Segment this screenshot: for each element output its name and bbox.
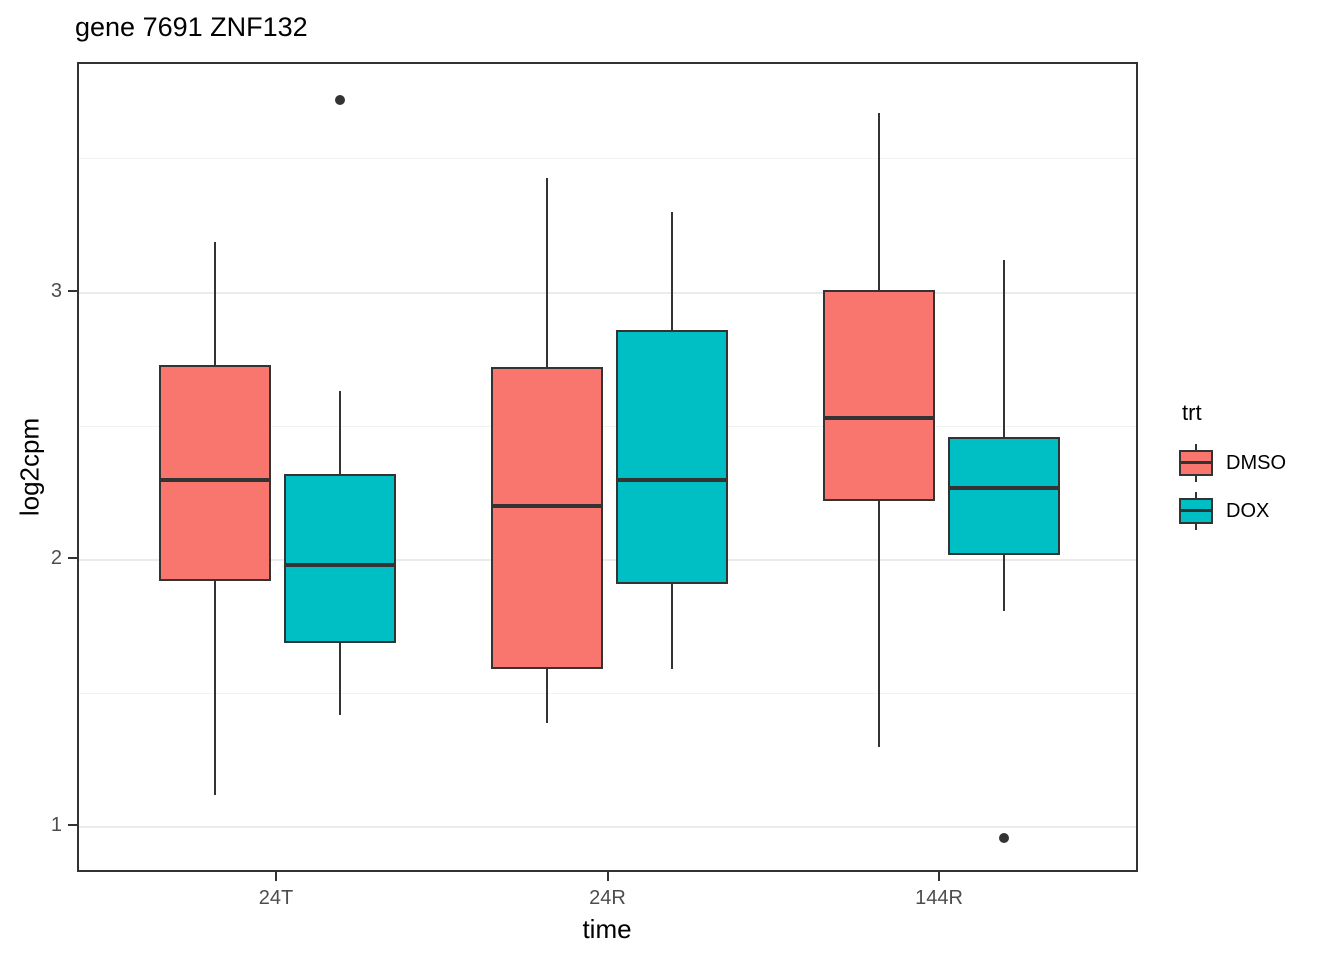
gridline-major [79, 558, 1136, 561]
plot-area [79, 64, 1136, 870]
x-axis-title: time [582, 914, 632, 944]
whisker-DOX-144R [1002, 260, 1005, 611]
y-tick-mark [68, 289, 77, 292]
y-tick-label: 1 [50, 814, 62, 837]
x-tick-mark [938, 872, 941, 881]
median-DOX-24T [284, 563, 397, 568]
box-DMSO-144R [822, 289, 935, 502]
median-DMSO-24R [491, 504, 603, 509]
boxplot-key-icon [1178, 444, 1214, 482]
key-median-line [1181, 509, 1211, 512]
x-tick-mark [274, 872, 277, 881]
y-tick-label: 2 [50, 546, 62, 569]
gridline-minor [79, 425, 1136, 427]
x-tick-mark [606, 872, 609, 881]
y-tick-label: 3 [50, 279, 62, 302]
legend: trt DMSO DOX [1178, 400, 1286, 540]
outlier-point [998, 832, 1009, 843]
gridline-minor [79, 158, 1136, 160]
x-tick-label: 144R [915, 887, 963, 909]
box-DOX-24T [284, 474, 397, 643]
outlier-point [335, 95, 346, 106]
gridline-minor [79, 693, 1136, 695]
median-DOX-144R [947, 485, 1060, 490]
median-DMSO-144R [822, 416, 935, 421]
median-DMSO-24T [159, 477, 272, 482]
y-tick-mark [68, 824, 77, 827]
box-DOX-144R [947, 436, 1060, 555]
gridline-major [79, 826, 1136, 829]
legend-label: DOX [1226, 499, 1270, 522]
boxplot-key-icon [1178, 492, 1214, 530]
median-DOX-24R [616, 477, 728, 482]
x-tick-label: 24T [258, 887, 294, 909]
plot-title: gene 7691 ZNF132 [75, 12, 308, 42]
x-tick-label: 24R [589, 887, 626, 909]
gridline-major [79, 291, 1136, 294]
key-median-line [1181, 461, 1211, 464]
legend-item-dmso: DMSO [1178, 444, 1286, 482]
legend-title: trt [1182, 400, 1202, 425]
box-DMSO-24R [491, 367, 603, 670]
y-axis-title: log2cpm [14, 417, 45, 517]
plot-panel [77, 62, 1138, 872]
legend-item-dox: DOX [1178, 492, 1286, 530]
y-tick-mark [68, 556, 77, 559]
legend-label: DMSO [1226, 451, 1286, 474]
box-DMSO-24T [159, 364, 272, 582]
box-DOX-24R [616, 329, 728, 584]
